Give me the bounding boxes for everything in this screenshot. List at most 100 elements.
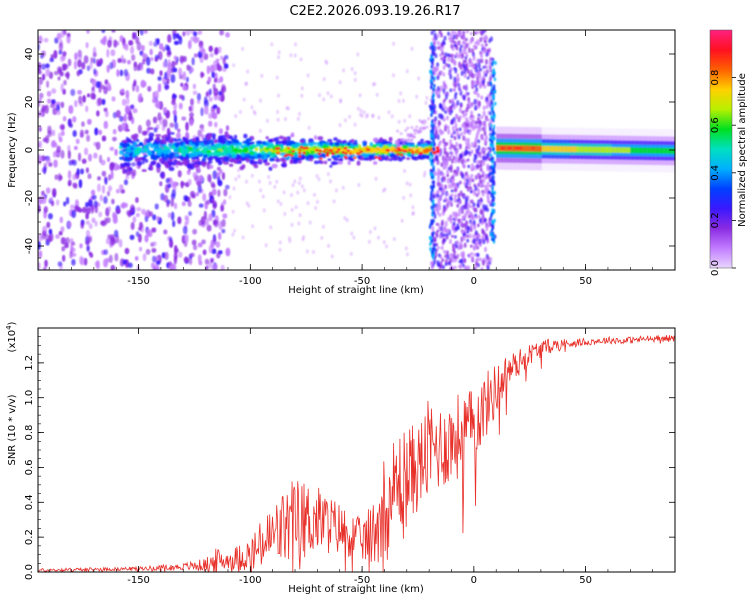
heatmap-cell xyxy=(306,201,310,206)
heatmap-cell xyxy=(352,235,356,240)
heatmap-cell xyxy=(428,224,432,229)
heatmap-cell xyxy=(62,116,67,122)
heatmap-cell xyxy=(454,67,458,74)
heatmap-cell xyxy=(434,66,438,73)
heatmap-cell xyxy=(51,129,56,137)
heatmap-cell xyxy=(442,72,446,77)
heatmap-cell xyxy=(449,139,453,146)
heatmap-cell xyxy=(193,145,199,150)
heatmap-cell xyxy=(446,177,450,184)
heatmap-cell xyxy=(115,165,121,170)
heatmap-cell xyxy=(453,265,457,269)
heatmap-cell xyxy=(164,251,169,261)
heatmap-cell xyxy=(490,115,494,120)
heatmap-cell xyxy=(584,146,587,153)
heatmap-cell xyxy=(556,146,558,152)
heatmap-cell xyxy=(201,161,208,166)
heatmap-cell xyxy=(358,144,362,150)
heatmap-cell xyxy=(453,235,457,239)
heatmap-cell xyxy=(302,188,306,193)
heatmap-cell xyxy=(459,51,463,57)
heatmap-cell xyxy=(201,239,206,245)
heatmap-cell xyxy=(319,157,323,160)
heatmap-cell xyxy=(44,259,48,268)
heatmap-cell xyxy=(412,135,416,139)
colorbar-tick-label: 0.4 xyxy=(710,165,721,181)
heatmap-cell xyxy=(547,146,549,152)
heatmap-cell xyxy=(170,74,176,83)
heatmap-cell xyxy=(331,152,335,155)
heatmap-cell xyxy=(603,146,605,153)
heatmap-cell xyxy=(339,99,343,104)
heatmap-cell xyxy=(446,174,450,178)
heatmap-cell xyxy=(265,136,269,140)
heatmap-cell xyxy=(461,252,465,259)
heatmap-cell xyxy=(580,146,583,153)
heatmap-cell xyxy=(489,142,493,147)
heatmap-cell xyxy=(392,236,396,241)
heatmap-cell xyxy=(381,140,388,146)
heatmap-cell xyxy=(661,147,663,154)
heatmap-cell xyxy=(78,95,83,104)
heatmap-cell xyxy=(418,130,422,134)
heatmap-cell xyxy=(345,218,349,223)
heatmap-cell xyxy=(392,154,398,158)
heatmap-cell xyxy=(47,213,53,220)
heatmap-cell xyxy=(191,57,195,66)
heatmap-cell xyxy=(159,70,163,76)
heatmap-cell xyxy=(632,147,635,154)
heatmap-cell xyxy=(127,114,132,121)
heatmap-cell xyxy=(159,181,163,187)
heatmap-cell xyxy=(449,39,453,43)
heatmap-cell xyxy=(467,131,471,136)
heatmap-cell xyxy=(631,147,634,154)
heatmap-cell xyxy=(438,140,442,144)
heatmap-cell xyxy=(399,132,403,136)
heatmap-cell xyxy=(458,107,462,113)
heatmap-cell xyxy=(152,116,158,124)
heatmap-cell xyxy=(111,96,116,102)
heatmap-cell xyxy=(466,123,470,127)
heatmap-cell xyxy=(469,190,473,194)
heatmap-cell xyxy=(369,142,373,147)
heatmap-cell xyxy=(479,37,483,43)
heatmap-cell xyxy=(103,249,108,255)
heatmap-cell xyxy=(178,94,184,99)
heatmap-cell xyxy=(441,130,445,135)
heatmap-cell xyxy=(524,145,526,152)
heatmap-cell xyxy=(63,201,67,207)
heatmap-cell xyxy=(71,209,77,219)
heatmap-cell xyxy=(341,185,345,190)
heatmap-cell xyxy=(454,123,458,129)
heatmap-cell xyxy=(466,119,470,123)
heatmap-cell xyxy=(462,85,466,90)
heatmap-cell xyxy=(258,158,262,163)
heatmap-cell xyxy=(471,48,475,54)
heatmap-cell xyxy=(214,48,219,56)
heatmap-cell xyxy=(56,32,62,40)
heatmap-cell xyxy=(46,221,51,229)
heatmap-cell xyxy=(557,146,560,152)
heatmap-cell xyxy=(588,146,591,153)
heatmap-cell xyxy=(430,64,434,69)
heatmap-cell xyxy=(493,150,496,155)
heatmap-cell xyxy=(356,52,360,57)
heatmap-cell xyxy=(141,80,147,88)
heatmap-cell xyxy=(188,119,194,127)
heatmap-cell xyxy=(58,231,63,236)
heatmap-cell xyxy=(130,204,135,214)
heatmap-cell xyxy=(133,64,138,72)
heatmap-cell xyxy=(411,156,417,160)
heatmap-cell xyxy=(53,142,58,148)
heatmap-cell xyxy=(399,153,404,157)
heatmap-cell xyxy=(185,76,189,83)
heatmap-cell xyxy=(479,52,483,59)
heatmap-cell xyxy=(438,225,442,230)
heatmap-cell xyxy=(210,181,215,188)
heatmap-cell xyxy=(298,111,302,116)
heatmap-cell xyxy=(476,252,480,258)
heatmap-cell xyxy=(444,196,448,202)
heatmap-cell xyxy=(344,152,348,155)
heatmap-cell xyxy=(460,206,464,211)
heatmap-cell xyxy=(638,147,640,154)
